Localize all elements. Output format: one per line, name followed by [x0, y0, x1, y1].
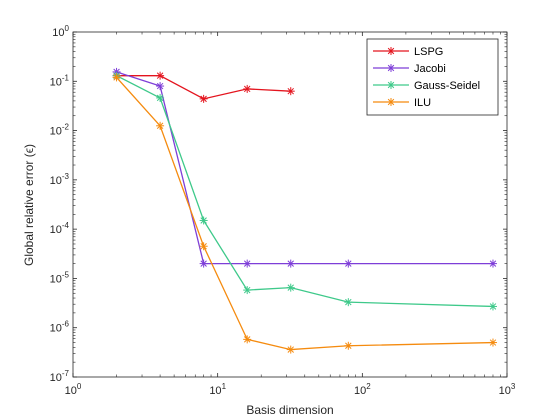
- data-point-jacobi: [199, 259, 208, 268]
- y-tick-label: 10-2: [50, 123, 70, 138]
- legend: LSPG Jacobi Gauss-Seidel ILU: [366, 38, 499, 116]
- data-point-jacobi: [286, 259, 295, 268]
- data-point-gauss-seidel: [199, 216, 208, 225]
- legend-item-lspg: LSPG: [373, 46, 443, 58]
- data-point-ilu: [156, 121, 165, 130]
- y-tick-label: 10-1: [50, 73, 70, 88]
- data-point-jacobi: [243, 259, 252, 268]
- data-point-jacobi: [156, 82, 165, 91]
- x-tick-label: 102: [354, 382, 371, 397]
- y-tick-label: 10-5: [50, 270, 70, 285]
- series-gauss-seidel: [112, 71, 497, 311]
- data-point-gauss-seidel: [488, 302, 497, 311]
- series-ilu: [112, 73, 497, 354]
- axis-ticks: 100 101 102 103 10-7 10-6 10-5 10-4 10-3 10-2 10-1…: [50, 24, 516, 397]
- data-point-jacobi: [344, 259, 353, 268]
- legend-marker: [387, 98, 395, 106]
- legend-marker: [387, 81, 395, 89]
- data-point-gauss-seidel: [286, 283, 295, 292]
- data-point-gauss-seidel: [156, 93, 165, 102]
- data-point-ilu: [344, 341, 353, 350]
- legend-label: Jacobi: [414, 63, 446, 75]
- x-tick-label: 103: [499, 382, 516, 397]
- legend-marker: [387, 47, 395, 55]
- x-tick-label: 100: [65, 382, 82, 397]
- legend-item-gauss-seidel: Gauss-Seidel: [373, 80, 480, 92]
- x-tick-label: 101: [209, 382, 226, 397]
- data-point-ilu: [488, 338, 497, 347]
- data-point-gauss-seidel: [344, 298, 353, 307]
- legend-label: LSPG: [414, 46, 443, 58]
- y-tick-label: 10-7: [50, 369, 70, 384]
- series-jacobi: [112, 67, 497, 268]
- legend-marker: [387, 64, 395, 72]
- y-axis-title: Global relative error (ϵ): [22, 144, 36, 266]
- data-point-ilu: [286, 345, 295, 354]
- data-point-lspg: [156, 71, 165, 80]
- legend-item-jacobi: Jacobi: [373, 63, 446, 75]
- series-layer: [112, 67, 497, 354]
- data-point-ilu: [243, 335, 252, 344]
- x-axis-title: Basis dimension: [246, 403, 333, 417]
- y-tick-label: 10-3: [50, 172, 70, 187]
- legend-label: Gauss-Seidel: [414, 80, 480, 92]
- y-tick-label: 100: [52, 24, 69, 39]
- data-point-lspg: [243, 84, 252, 93]
- y-tick-label: 10-4: [50, 221, 70, 236]
- data-point-lspg: [199, 94, 208, 103]
- legend-label: ILU: [414, 97, 431, 109]
- data-point-jacobi: [488, 259, 497, 268]
- data-point-gauss-seidel: [243, 286, 252, 295]
- data-point-lspg: [286, 87, 295, 96]
- legend-item-ilu: ILU: [373, 97, 431, 109]
- data-point-ilu: [199, 242, 208, 251]
- data-point-ilu: [112, 73, 121, 82]
- y-tick-label: 10-6: [50, 320, 70, 335]
